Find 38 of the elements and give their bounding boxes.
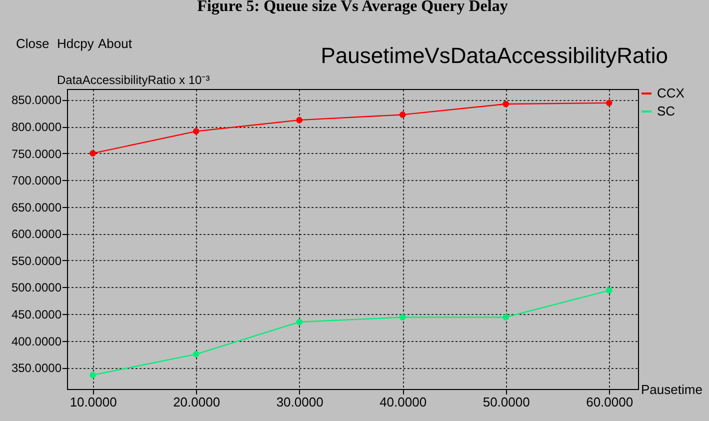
legend-label: SC	[657, 104, 676, 118]
x-tick-label: 60.0000	[586, 394, 634, 410]
x-tick-label: 50.0000	[482, 394, 530, 410]
point	[192, 128, 200, 134]
y-tick-label: 500.0000	[11, 280, 62, 295]
y-tick-label: 550.0000	[11, 254, 62, 268]
text: Hdcpy	[57, 36, 94, 51]
y-tick-label: 450.0000	[11, 308, 62, 322]
point	[192, 351, 200, 358]
point	[399, 112, 406, 118]
x-axis-title: Pausetime	[641, 382, 702, 397]
point	[296, 318, 302, 326]
point	[399, 314, 406, 320]
chart-title: PausetimeVsDataAccessibilityRatio	[320, 43, 668, 68]
y-tick-label: 400.0000	[11, 334, 62, 348]
y-tick-label: 650.0000	[11, 200, 62, 214]
x-tick-label: 40.0000	[380, 394, 427, 410]
y-tick-label: 850.0000	[11, 93, 62, 108]
x-tick-label: 10.0000	[70, 394, 117, 410]
legend-label: CCX	[657, 86, 685, 100]
point	[502, 100, 509, 108]
text: About	[98, 36, 132, 51]
y-tick-label: 600.0000	[11, 227, 62, 242]
x-tick-label: 20.0000	[173, 394, 220, 410]
y-tick-label: 700.0000	[11, 174, 62, 188]
y-tick-label: 350.0000	[11, 361, 62, 376]
y-tick-label: 800.0000	[11, 120, 62, 134]
point	[606, 100, 612, 106]
caption: Figure 5: Queue size Vs Average Query Delay	[197, 0, 508, 15]
y-tick-label: 750.0000	[11, 146, 62, 161]
point	[90, 150, 96, 156]
point	[606, 287, 612, 294]
point	[90, 372, 96, 378]
point	[296, 116, 302, 124]
point	[502, 314, 509, 320]
x-tick-label: 30.0000	[276, 394, 324, 410]
text: Close	[16, 36, 50, 51]
y-axis-title: DataAccessibilityRatio x 10⁻³	[57, 73, 210, 87]
